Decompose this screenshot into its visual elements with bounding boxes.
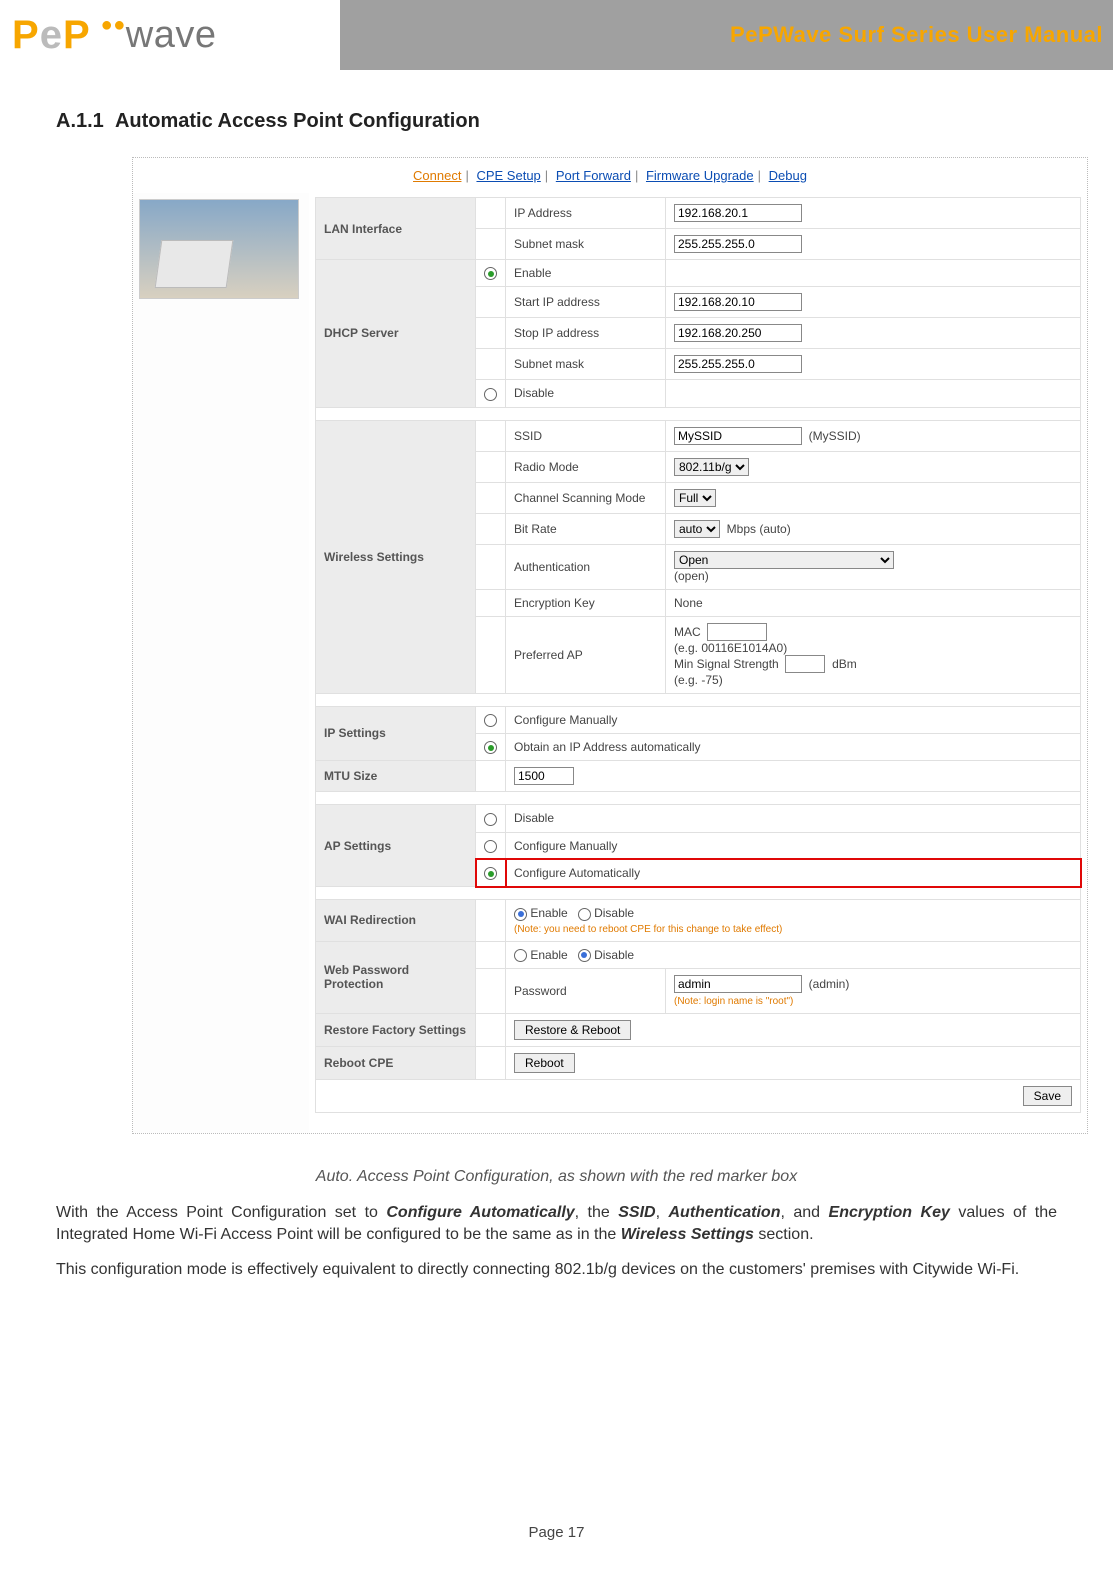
ap-auto-radio[interactable] — [484, 867, 497, 880]
nav-firmware[interactable]: Firmware Upgrade — [646, 168, 754, 183]
nav-connect[interactable]: Connect — [413, 168, 461, 183]
restore-head: Restore Factory Settings — [316, 1013, 476, 1046]
radio-mode-label: Radio Mode — [506, 451, 666, 482]
lan-head: LAN Interface — [316, 198, 476, 260]
pwd-disable-label: Disable — [594, 948, 634, 962]
bitrate-select[interactable]: auto — [674, 520, 720, 538]
screenshot-panel: Connect| CPE Setup| Port Forward| Firmwa… — [132, 157, 1088, 1134]
scan-label: Channel Scanning Mode — [506, 482, 666, 513]
wai-enable-radio[interactable] — [514, 908, 527, 921]
minsig-input[interactable] — [785, 655, 825, 673]
ap-disable-radio[interactable] — [484, 813, 497, 826]
page-header: PeP ●●wave PePWave Surf Series User Manu… — [0, 0, 1113, 70]
pwd-enable-label: Enable — [530, 948, 567, 962]
wai-disable-radio[interactable] — [578, 908, 591, 921]
scan-select[interactable]: Full — [674, 489, 716, 507]
figure-caption: Auto. Access Point Configuration, as sho… — [56, 1168, 1057, 1186]
side-image — [133, 193, 309, 1133]
auth-select[interactable]: Open — [674, 551, 894, 569]
wifi-head: Wireless Settings — [316, 420, 476, 693]
minsig-label: Min Signal Strength — [674, 657, 779, 671]
prefap-label: Preferred AP — [506, 616, 666, 693]
paragraph-2: This configuration mode is effectively e… — [56, 1259, 1057, 1281]
minsig-unit: dBm — [832, 657, 857, 671]
paragraph-1: With the Access Point Configuration set … — [56, 1202, 1057, 1245]
pwd-label: Password — [506, 968, 666, 1013]
pwd-note: (Note: login name is "root") — [674, 996, 793, 1007]
nav-cpe-setup[interactable]: CPE Setup — [476, 168, 540, 183]
nav-port-forward[interactable]: Port Forward — [556, 168, 631, 183]
restore-button[interactable]: Restore & Reboot — [514, 1020, 631, 1040]
lan-subnet-input[interactable] — [674, 235, 802, 253]
mac-label: MAC — [674, 625, 701, 639]
dhcp-disable-radio[interactable] — [484, 388, 497, 401]
ssid-hint: (MySSID) — [809, 429, 861, 443]
auth-label: Authentication — [506, 544, 666, 589]
wai-disable-label: Disable — [594, 906, 634, 920]
enc-label: Encryption Key — [506, 589, 666, 616]
dhcp-start-label: Start IP address — [506, 287, 666, 318]
ip-manual-label: Configure Manually — [506, 706, 1081, 733]
lan-subnet-label: Subnet mask — [506, 229, 666, 260]
bitrate-unit: Mbps (auto) — [727, 522, 791, 536]
pwd-enable-radio[interactable] — [514, 949, 527, 962]
ap-manual-radio[interactable] — [484, 840, 497, 853]
pwd-input[interactable] — [674, 975, 802, 993]
auth-hint: (open) — [674, 569, 709, 583]
ap-disable-label: Disable — [506, 805, 1081, 832]
pwd-disable-radio[interactable] — [578, 949, 591, 962]
reboot-head: Reboot CPE — [316, 1046, 476, 1079]
wai-note: (Note: you need to reboot CPE for this c… — [514, 924, 782, 935]
nav-debug[interactable]: Debug — [769, 168, 807, 183]
mtu-head: MTU Size — [316, 761, 476, 792]
ip-manual-radio[interactable] — [484, 714, 497, 727]
dhcp-start-input[interactable] — [674, 293, 802, 311]
pwd-hint: (admin) — [809, 977, 850, 991]
wai-enable-label: Enable — [530, 906, 567, 920]
dhcp-subnet-label: Subnet mask — [506, 349, 666, 380]
bitrate-label: Bit Rate — [506, 513, 666, 544]
radio-mode-select[interactable]: 802.11b/g — [674, 458, 749, 476]
mtu-input[interactable] — [514, 767, 574, 785]
dhcp-stop-input[interactable] — [674, 324, 802, 342]
enc-val: None — [666, 589, 1081, 616]
dhcp-head: DHCP Server — [316, 260, 476, 408]
logo: PeP ●●wave — [0, 0, 340, 70]
save-button[interactable]: Save — [1023, 1086, 1072, 1106]
ssid-label: SSID — [506, 420, 666, 451]
wai-head: WAI Redirection — [316, 900, 476, 941]
lan-ip-input[interactable] — [674, 204, 802, 222]
page-title: PePWave Surf Series User Manual — [730, 22, 1103, 48]
dhcp-subnet-input[interactable] — [674, 355, 802, 373]
ap-head: AP Settings — [316, 805, 476, 887]
config-table: LAN Interface IP Address Subnet mask DHC… — [315, 197, 1081, 1113]
ip-head: IP Settings — [316, 706, 476, 761]
ap-manual-label: Configure Manually — [506, 832, 1081, 859]
dhcp-stop-label: Stop IP address — [506, 318, 666, 349]
ip-auto-radio[interactable] — [484, 741, 497, 754]
minsig-eg: (e.g. -75) — [674, 673, 723, 687]
lan-ip-label: IP Address — [506, 198, 666, 229]
ip-auto-label: Obtain an IP Address automatically — [506, 733, 1081, 760]
dhcp-enable-label: Enable — [506, 260, 666, 287]
mac-eg: (e.g. 00116E1014A0) — [674, 641, 787, 655]
ssid-input[interactable] — [674, 427, 802, 445]
dhcp-disable-label: Disable — [506, 380, 666, 407]
top-nav: Connect| CPE Setup| Port Forward| Firmwa… — [133, 158, 1087, 193]
reboot-button[interactable]: Reboot — [514, 1053, 575, 1073]
ap-auto-label: Configure Automatically — [506, 859, 1081, 886]
section-heading: A.1.1 Automatic Access Point Configurati… — [56, 110, 1057, 133]
mac-input[interactable] — [707, 623, 767, 641]
page-footer: Page 17 — [0, 1524, 1113, 1541]
pwd-head: Web Password Protection — [316, 941, 476, 1013]
dhcp-enable-radio[interactable] — [484, 267, 497, 280]
